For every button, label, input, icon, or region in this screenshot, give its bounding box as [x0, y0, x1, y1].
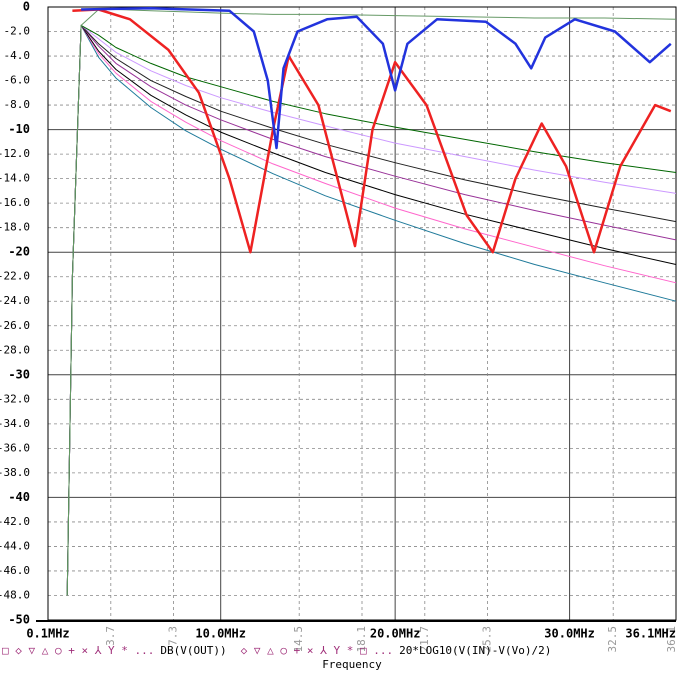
x-minor-tick-label: 14.5 [292, 626, 305, 653]
legend-label: 20*LOG10(V(IN)-V(Vo)/2) [399, 644, 551, 657]
y-tick-label: -48.0 [0, 588, 30, 601]
x-tick-label: 30.0MHz [544, 627, 595, 641]
x-tick-label: 0.1MHz [26, 627, 69, 641]
x-minor-tick-label: 21.7 [418, 626, 431, 653]
y-tick-label: -24.0 [0, 294, 30, 307]
y-tick-label: 0 [23, 0, 30, 14]
series-line [66, 24, 677, 596]
y-tick-label: -34.0 [0, 417, 30, 430]
y-tick-label: -2.0 [4, 25, 31, 38]
x-minor-tick-label: 25.3 [481, 626, 494, 653]
y-tick-label: -6.0 [4, 74, 31, 87]
y-tick-label: -28.0 [0, 343, 30, 356]
y-tick-label: -14.0 [0, 172, 30, 185]
x-tick-label: 36.1MHz [625, 627, 676, 641]
series-line [66, 24, 677, 596]
y-tick-label: -46.0 [0, 564, 30, 577]
x-minor-tick-label: 3.7 [104, 626, 117, 646]
x-axis-title: Frequency [322, 658, 382, 671]
legend-label: DB(V(OUT)) [160, 644, 226, 657]
x-minor-tick-label: 32.5 [606, 626, 619, 653]
y-tick-label: -22.0 [0, 270, 30, 283]
legend-symbols: □ ◇ ▽ △ ○ + × ⅄ Y * ... [2, 644, 154, 657]
x-minor-tick-label: 7.3 [167, 626, 180, 646]
y-tick-label: -40 [8, 490, 30, 504]
y-tick-label: -30 [8, 367, 30, 381]
y-tick-label: -32.0 [0, 392, 30, 405]
y-tick-label: -18.0 [0, 221, 30, 234]
y-tick-label: -20 [8, 245, 30, 259]
y-tick-label: -8.0 [4, 98, 31, 111]
series-line [72, 8, 672, 254]
x-tick-label: 10.0MHz [195, 627, 246, 641]
series-line [66, 24, 677, 596]
x-minor-tick-label: 18.1 [355, 626, 368, 653]
series-line [66, 24, 677, 596]
x-tick-label: 20.0MHz [370, 627, 421, 641]
y-tick-label: -38.0 [0, 466, 30, 479]
series-line [66, 24, 677, 596]
series-line [66, 9, 677, 596]
y-tick-label: -12.0 [0, 147, 30, 160]
y-tick-label: -10 [8, 122, 30, 136]
y-tick-label: -16.0 [0, 196, 30, 209]
y-tick-label: -26.0 [0, 319, 30, 332]
y-tick-label: -42.0 [0, 515, 30, 528]
y-tick-label: -4.0 [4, 49, 31, 62]
series-line [81, 6, 672, 150]
y-tick-label: -36.0 [0, 441, 30, 454]
x-minor-tick-label: 36.1 [665, 626, 678, 653]
y-tick-label: -44.0 [0, 539, 30, 552]
y-tick-label: -50 [8, 613, 30, 627]
legend-symbols: ◇ ▽ △ ○ + × ⅄ Y * □ ... [241, 644, 393, 657]
